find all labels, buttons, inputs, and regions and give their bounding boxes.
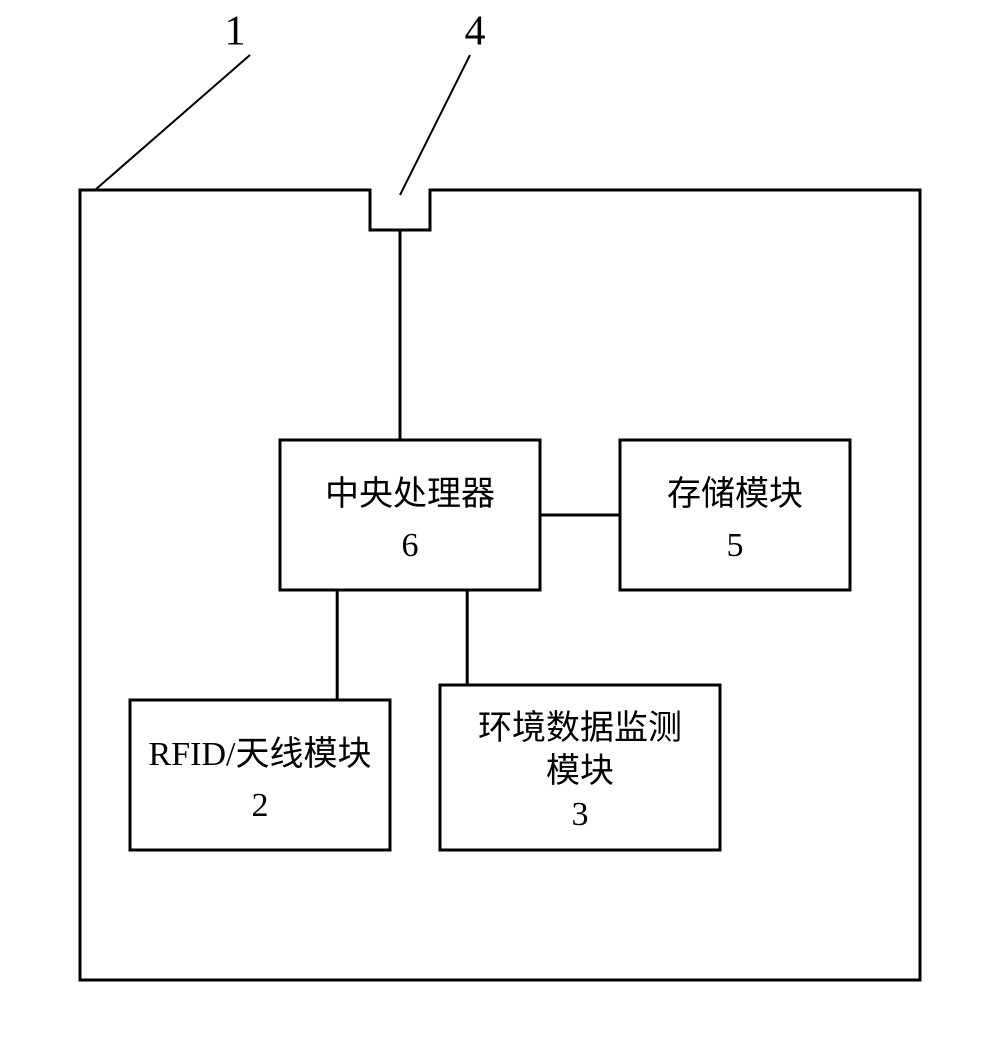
callout-line-four	[400, 55, 470, 195]
rfid-label-bottom: 2	[252, 787, 269, 824]
container-box	[80, 190, 920, 980]
env-label-bottom: 3	[572, 796, 589, 833]
storage-label-top: 存储模块	[667, 475, 803, 513]
env-label-mid: 模块	[546, 752, 614, 790]
rfid-block	[130, 700, 390, 850]
cpu-label-bottom: 6	[402, 527, 419, 564]
env-label-top: 环境数据监测	[478, 709, 682, 747]
callout-line-one	[95, 55, 250, 190]
rfid-label-top: RFID/天线模块	[149, 735, 372, 773]
callout-num-one: 1	[225, 9, 246, 55]
cpu-block	[280, 440, 540, 590]
cpu-label-top: 中央处理器	[325, 475, 495, 513]
storage-label-bottom: 5	[727, 527, 744, 564]
callout-num-four: 4	[465, 9, 486, 55]
storage-block	[620, 440, 850, 590]
